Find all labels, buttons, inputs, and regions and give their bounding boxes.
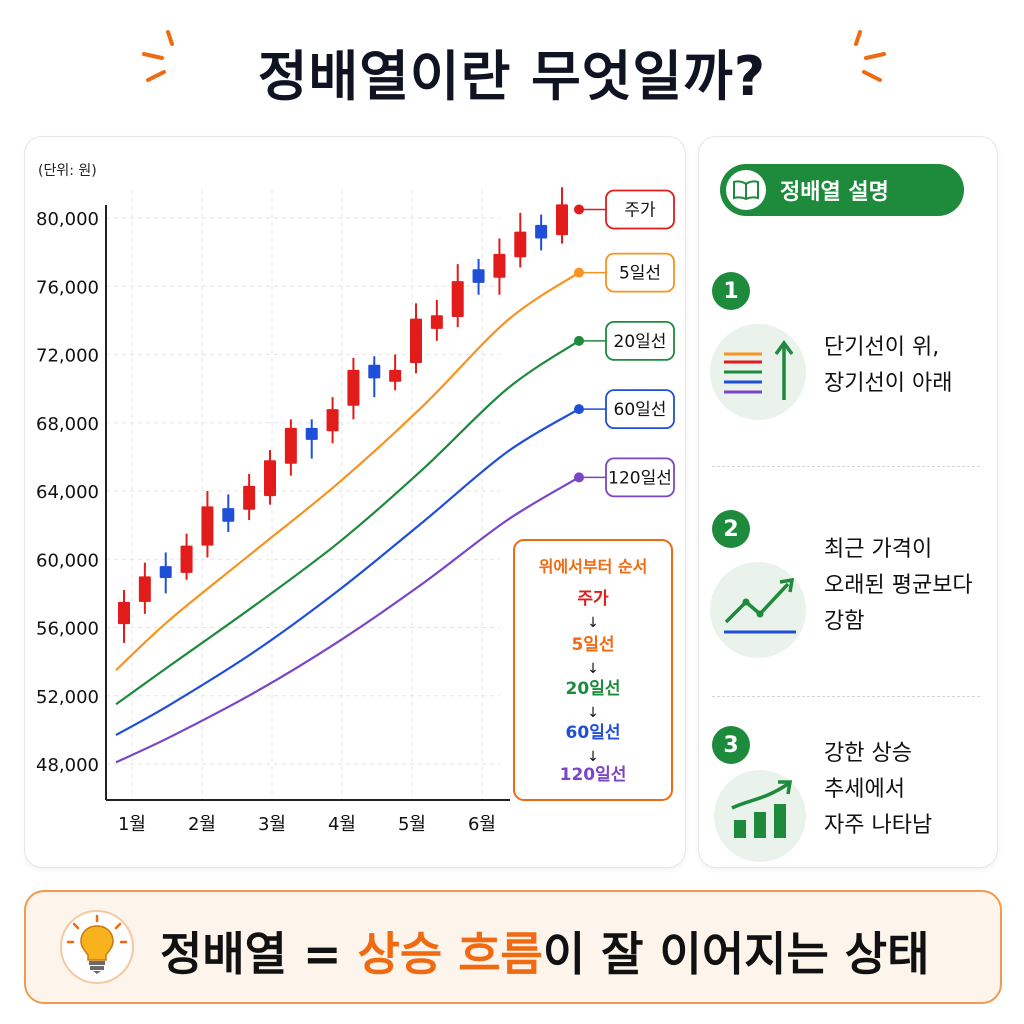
step-1-line-2: 장기선이 아래 — [824, 371, 953, 396]
page-title: 정배열이란 무엇일까? — [257, 45, 767, 108]
bar-growth-icon — [731, 780, 793, 838]
divider — [712, 696, 980, 697]
step-number-3: 3 — [712, 726, 750, 764]
summary-part-2: 이 잘 이어지는 상태 — [542, 927, 930, 981]
summary-part-1: 정배열 = — [160, 927, 358, 981]
summary-text: 정배열 = 상승 흐름이 잘 이어지는 상태 — [160, 918, 929, 984]
divider — [712, 466, 980, 467]
step-3-text: 강한 상승 추세에서 자주 나타남 — [824, 736, 932, 844]
step-2-text: 최근 가격이 오래된 평균보다 강함 — [824, 532, 973, 640]
step-2-line-2: 오래된 평균보다 — [824, 573, 973, 598]
book-icon — [726, 170, 766, 210]
step-3-line-3: 자주 나타남 — [824, 813, 933, 838]
step-1-text: 단기선이 위, 장기선이 아래 — [824, 330, 952, 402]
explanation-badge: 정배열 설명 — [720, 164, 964, 216]
lightbulb-icon — [60, 910, 134, 984]
chart-card — [24, 136, 686, 868]
badge-label: 정배열 설명 — [780, 180, 889, 205]
step-1-line-1: 단기선이 위, — [824, 335, 940, 360]
ma-lines-up-arrow-icon — [724, 340, 794, 400]
step-3-line-1: 강한 상승 — [824, 741, 912, 766]
step-2-line-1: 최근 가격이 — [824, 537, 933, 562]
step-2-line-3: 강함 — [824, 609, 865, 634]
rising-trend-icon — [724, 577, 796, 634]
step-3-line-2: 추세에서 — [824, 777, 905, 802]
title-spark-right-icon — [854, 30, 886, 82]
step-number-2: 2 — [712, 510, 750, 548]
summary-banner — [24, 890, 1002, 1004]
step-number-1: 1 — [712, 272, 750, 310]
summary-highlight: 상승 흐름 — [357, 927, 543, 981]
unit-label: (단위: 원) — [38, 163, 97, 179]
title-spark-left-icon — [142, 30, 174, 82]
